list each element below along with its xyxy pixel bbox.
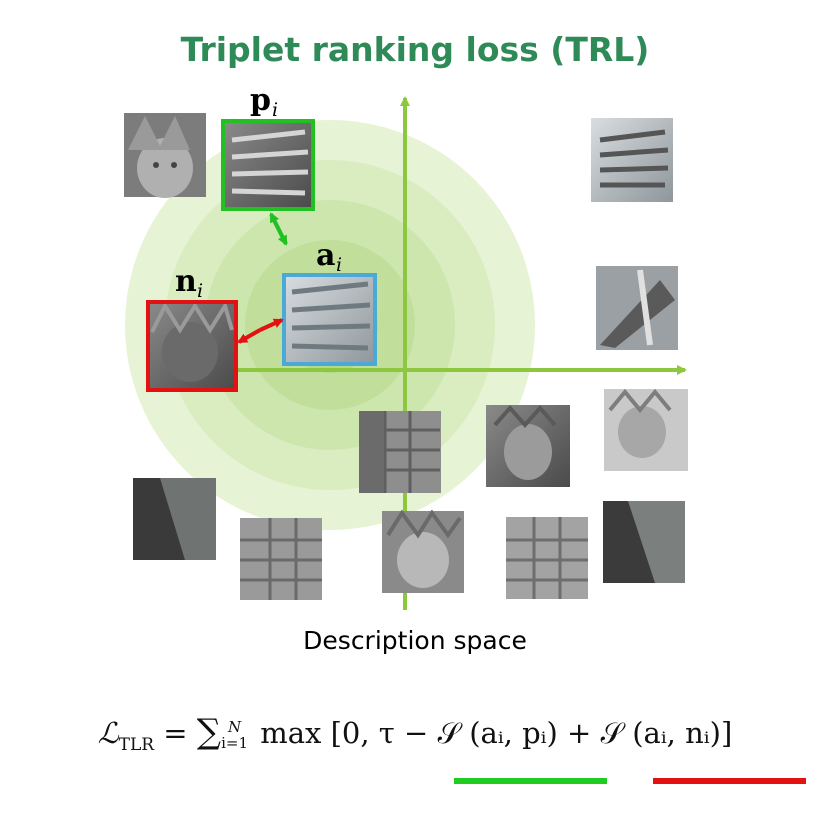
formula-close: ] — [720, 716, 733, 750]
patch-shadow-bottom-left — [133, 478, 216, 560]
anchor-negative-arrow-b — [237, 328, 261, 344]
patch-face-top-left — [124, 113, 206, 198]
patch-face-lower-right — [604, 388, 688, 471]
anchor-negative-arrow-a — [259, 318, 284, 332]
patch-brick-bottom-right — [506, 517, 588, 599]
anchor-patch — [282, 273, 377, 366]
patch-crown-top-right — [591, 118, 673, 202]
formula-negative-similarity: 𝒮 (aᵢ, nᵢ) — [600, 716, 721, 750]
formula-plus: + — [557, 716, 601, 750]
patch-brick-center — [359, 411, 441, 493]
negative-label-letter: n — [175, 264, 197, 299]
positive-label-index: i — [272, 99, 278, 121]
formula-body-start: max [0, τ − — [260, 716, 438, 750]
negative-label-index: i — [197, 280, 203, 302]
patch-shadow-bottom-right — [603, 501, 685, 583]
positive-label-letter: p — [250, 83, 271, 118]
patch-face-bottom-center — [382, 509, 464, 593]
anchor-label: a i — [316, 238, 342, 276]
positive-to-anchor-arrow — [269, 212, 288, 245]
sum-symbol: ∑ — [196, 712, 222, 752]
positive-patch — [221, 119, 315, 211]
anchor-label-letter: a — [316, 238, 335, 273]
formula-lhs: ℒ — [97, 716, 119, 750]
sum-upper: N — [227, 718, 242, 736]
formula-positive-similarity: 𝒮 (aᵢ, pᵢ) — [437, 716, 558, 750]
diagram-title: Triplet ranking loss (TRL) — [180, 30, 650, 69]
axis-caption: Description space — [303, 626, 527, 655]
positive-label: p i — [250, 83, 278, 121]
formula-lhs-subscript: TLR — [118, 734, 155, 755]
patch-face-center-right — [486, 404, 570, 487]
anchor-label-index: i — [336, 254, 342, 276]
negative-patch — [146, 300, 238, 392]
patch-brick-bottom-left — [240, 518, 322, 600]
patch-torch-right — [596, 266, 678, 350]
negative-label: n i — [175, 264, 203, 302]
sum-lower: i=1 — [221, 734, 248, 752]
